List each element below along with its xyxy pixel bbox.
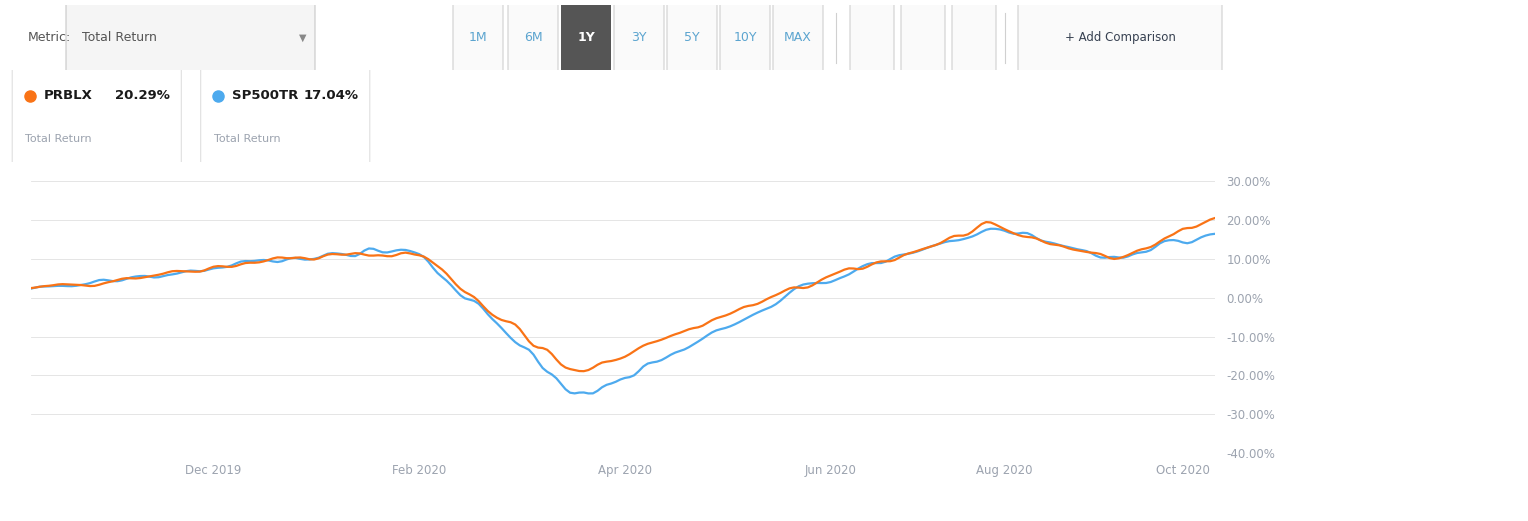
- Text: PRBLX: PRBLX: [44, 90, 93, 102]
- FancyBboxPatch shape: [720, 0, 770, 195]
- FancyBboxPatch shape: [902, 0, 944, 195]
- Text: 3Y: 3Y: [631, 31, 646, 44]
- FancyBboxPatch shape: [668, 0, 717, 195]
- FancyBboxPatch shape: [614, 0, 665, 195]
- Text: Total Return: Total Return: [214, 134, 281, 144]
- Text: Total Return: Total Return: [26, 134, 92, 144]
- Text: 20.29%: 20.29%: [115, 90, 170, 102]
- Text: SP500TR: SP500TR: [232, 90, 298, 102]
- Text: ▼: ▼: [299, 33, 307, 43]
- FancyBboxPatch shape: [66, 0, 315, 195]
- FancyBboxPatch shape: [850, 0, 894, 195]
- FancyBboxPatch shape: [952, 0, 996, 195]
- Text: 17.04%: 17.04%: [304, 90, 359, 102]
- FancyBboxPatch shape: [507, 0, 558, 195]
- FancyBboxPatch shape: [561, 0, 611, 195]
- Text: + Add Comparison: + Add Comparison: [1065, 31, 1175, 44]
- FancyBboxPatch shape: [1018, 0, 1222, 195]
- Text: 1Y: 1Y: [578, 31, 594, 44]
- Text: 1M: 1M: [469, 31, 487, 44]
- FancyBboxPatch shape: [200, 0, 370, 430]
- Text: 6M: 6M: [524, 31, 542, 44]
- Text: Metric:: Metric:: [28, 31, 72, 44]
- Text: 10Y: 10Y: [733, 31, 756, 44]
- FancyBboxPatch shape: [12, 0, 182, 430]
- Text: Total Return: Total Return: [83, 31, 157, 44]
- Text: MAX: MAX: [784, 31, 811, 44]
- FancyBboxPatch shape: [773, 0, 824, 195]
- Text: 5Y: 5Y: [685, 31, 700, 44]
- FancyBboxPatch shape: [452, 0, 503, 195]
